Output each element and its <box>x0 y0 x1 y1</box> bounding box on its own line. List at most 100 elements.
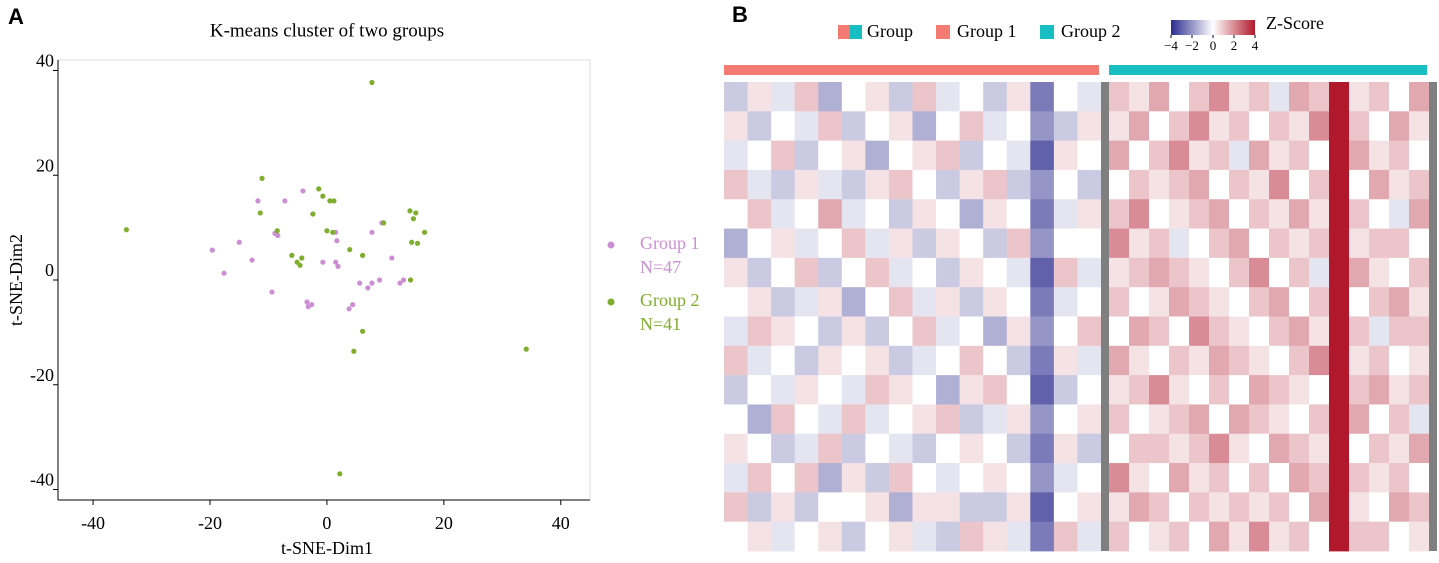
heatmap-cell <box>1109 140 1130 171</box>
heatmap-cell <box>747 492 772 523</box>
heatmap-cell <box>841 111 866 142</box>
scatter-point <box>320 259 326 265</box>
heatmap-cell <box>1269 463 1290 493</box>
scatter-point <box>351 348 357 354</box>
heatmap-cell <box>959 463 984 493</box>
heatmap-cell <box>1369 169 1390 200</box>
panel-label: A <box>8 4 24 29</box>
heatmap-cell <box>1129 257 1150 288</box>
heatmap-cell <box>865 228 890 259</box>
heatmap-cell <box>1189 375 1210 405</box>
heatmap-cell <box>1369 316 1390 347</box>
heatmap-cell <box>1389 111 1410 142</box>
heatmap-cell <box>724 521 748 552</box>
heatmap-cell <box>1289 111 1310 142</box>
heatmap-cell <box>888 463 913 493</box>
heatmap-cell <box>747 140 772 171</box>
colorbar-tick-label: 0 <box>1210 38 1217 53</box>
heatmap-cell <box>1369 111 1390 142</box>
heatmap-cell <box>1289 169 1310 200</box>
heatmap-cell <box>1329 492 1350 523</box>
heatmap-cell <box>912 199 937 229</box>
heatmap-cell <box>1149 345 1170 376</box>
scatter-point <box>409 239 415 245</box>
x-tick-label: 0 <box>322 513 331 533</box>
heatmap-cell <box>1006 433 1031 464</box>
heatmap-cell <box>959 199 984 229</box>
x-tick-label: -20 <box>198 513 222 533</box>
heatmap-cell <box>912 257 937 288</box>
heatmap-cell <box>912 375 937 405</box>
heatmap-cell <box>983 316 1008 347</box>
heatmap-cell <box>794 140 819 171</box>
heatmap-cell <box>1006 82 1031 112</box>
heatmap-cell <box>1129 521 1150 552</box>
heatmap-cell <box>747 82 772 112</box>
heatmap-cell <box>888 82 913 112</box>
legend-swatch <box>850 25 862 39</box>
heatmap-cell <box>1409 433 1430 464</box>
scatter-point <box>389 255 395 261</box>
heatmap-cell <box>1030 492 1055 523</box>
heatmap-cell <box>724 199 748 229</box>
heatmap-cell <box>771 345 796 376</box>
heatmap-cell <box>1309 82 1330 112</box>
heatmap-cell <box>1349 287 1370 317</box>
scatter-point <box>335 263 341 269</box>
heatmap-cell <box>959 82 984 112</box>
heatmap-cell <box>1269 228 1290 259</box>
heatmap-cell <box>1149 521 1170 552</box>
heatmap-cell <box>888 140 913 171</box>
heatmap-cell <box>1209 228 1230 259</box>
heatmap-cell <box>1030 521 1055 552</box>
heatmap-cell <box>794 316 819 347</box>
heatmap-cell <box>724 169 748 200</box>
heatmap-cell <box>1189 521 1210 552</box>
heatmap-cell <box>841 375 866 405</box>
heatmap-cell <box>1249 345 1270 376</box>
heatmap-cell <box>1209 463 1230 493</box>
heatmap-cell <box>888 199 913 229</box>
heatmap-cell <box>1030 228 1055 259</box>
heatmap-cell <box>959 287 984 317</box>
heatmap-cell <box>1229 521 1250 552</box>
heatmap-cell <box>1169 345 1190 376</box>
heatmap-cell <box>1349 257 1370 288</box>
heatmap-cell <box>1409 199 1430 229</box>
scatter-point <box>275 232 281 239</box>
heatmap-cell <box>1289 316 1310 347</box>
heatmap-cell <box>1149 82 1170 112</box>
heatmap-cell <box>912 111 937 142</box>
heatmap-cell <box>771 228 796 259</box>
heatmap-cell <box>818 404 843 435</box>
heatmap-cell <box>1289 521 1310 552</box>
heatmap-cell <box>1149 433 1170 464</box>
heatmap-cell <box>1077 404 1102 435</box>
heatmap-cell <box>1149 287 1170 317</box>
heatmap-cell <box>1189 169 1210 200</box>
scatter-point <box>365 285 371 291</box>
legend-count: N=47 <box>640 257 681 277</box>
heatmap-cell <box>865 345 890 376</box>
y-tick-label: -20 <box>30 365 54 385</box>
scatter-point <box>259 175 265 181</box>
heatmap-cell <box>818 228 843 259</box>
heatmap-cell <box>888 228 913 259</box>
heatmap-cell <box>1030 375 1055 405</box>
heatmap-cell <box>1077 140 1102 171</box>
heatmap-cell <box>1249 228 1270 259</box>
heatmap-cell <box>1053 521 1078 552</box>
heatmap-cell <box>1169 521 1190 552</box>
heatmap-cell <box>1289 257 1310 288</box>
scatter-point <box>397 280 403 286</box>
heatmap-cell <box>1349 316 1370 347</box>
heatmap-cell <box>1053 199 1078 229</box>
heatmap-cell <box>1329 404 1350 435</box>
heatmap-cell <box>1149 375 1170 405</box>
heatmap-cell <box>1249 199 1270 229</box>
heatmap-cell <box>865 404 890 435</box>
heatmap-cell <box>1389 521 1410 552</box>
heatmap-cell <box>1249 433 1270 464</box>
heatmap-cell <box>818 521 843 552</box>
